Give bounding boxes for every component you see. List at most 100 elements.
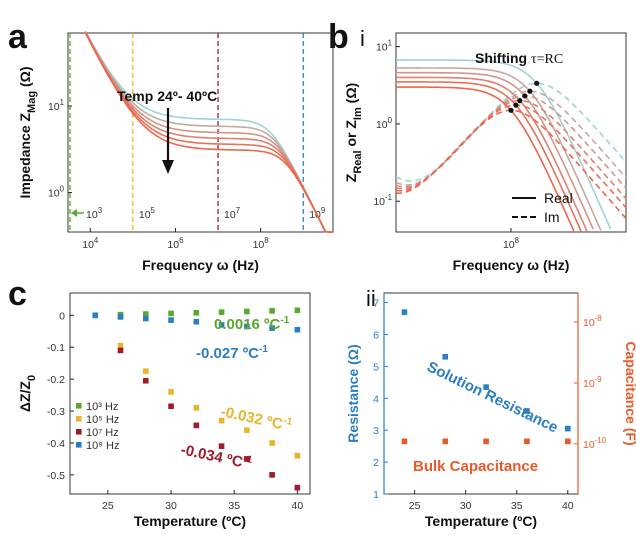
panel-c-data-point [142,315,149,322]
panel-c-y-axis-label: ΔZ/Z0 [17,375,38,412]
panel-b-i-annotation: Shifting τ=RC [475,50,563,67]
panel-c-slope-annotation: -0.034 ºC-1 [179,440,254,473]
panel-c-x-tick-label: 40 [292,500,304,512]
panel-c-axes-box [69,292,311,495]
panel-c-x-axis-label: Temperature (ºC) [134,513,246,529]
panel-a-chart: 104 106 108 100 101 103 105 107 109 Temp 24º- 40º… [17,30,334,273]
panel-c-data-point [269,325,275,331]
panel-a-x-tick-label: 104 [82,236,99,251]
panel-b-i-imag-curve [395,90,627,186]
panel-a-impedance-curve [84,31,333,233]
panel-c-data-point [92,312,99,319]
panel-b-i-crossover-point [527,88,533,94]
panel-b-i-y-axis-label: ZReal or ZIm (Ω) [343,83,364,182]
panel-c-data-point [218,417,225,424]
panel-b-ii-right-tick-label: 10-8 [583,314,602,329]
panel-b-ii-right-tick-label: 10-9 [583,375,602,390]
panel-a-marker-label: 103 [86,206,103,221]
panel-a-marker-label: 105 [139,206,156,221]
panel-c-data-point [218,322,225,328]
panel-b-ii-data-point [442,354,449,360]
panel-b-ii-x-tick-label: 40 [562,500,574,512]
panel-c-y-tick-label: -0.1 [47,342,65,354]
panel-c-data-point [193,422,200,429]
panel-b-i-legend-label: Im [544,209,560,225]
panel-b-i-crossover-point [534,80,540,86]
panel-b-ii-left-tick-label: 3 [373,425,379,437]
panel-c-data-point [117,314,124,320]
panel-a-marker-label: 109 [309,206,325,221]
panel-b-i-legend-label: Real [544,190,573,206]
panel-a-arrow-head [71,209,77,217]
panel-c-data-point [142,311,149,317]
panel-c-legend-label: 10⁵ Hz [86,414,119,426]
panel-b-i-imag-curve [395,82,627,182]
panel-c-data-point [218,443,225,449]
panel-a-y-tick-label: 100 [48,185,65,200]
panel-b-ii-data-point [442,438,449,445]
panel-c-data-point [168,389,174,395]
panel-c-data-point [244,427,250,433]
panel-a-impedance-curve [84,31,333,233]
panel-c-data-point [218,309,225,315]
panel-b-i-imag-curve [395,104,627,209]
panel-c-legend-swatch [76,429,82,435]
panel-a-y-tick-label: 101 [48,98,64,113]
panel-c-x-tick-label: 25 [102,500,114,512]
panel-b-i-real-curve [396,67,602,231]
panel-b-ii-x-axis-label: Temperature (ºC) [425,513,537,529]
panel-c-slope-annotation: 0.0016 ºC-1 [214,315,290,333]
panel-b-i-x-tick-label: 108 [503,236,520,251]
panel-c-y-tick-label: -0.5 [47,470,65,482]
panel-b-ii-data-point [564,425,571,432]
panel-a-x-axis-label: Frequency ω (Hz) [142,257,259,273]
panel-c-legend-label: 10³ Hz [86,401,118,413]
panel-c-data-point [269,472,275,478]
panel-c-data-point [142,377,149,384]
panel-b-i-y-tick-label: 100 [376,116,393,131]
panel-c-legend-label: 10⁹ Hz [86,440,119,452]
panel-b-ii-left-tick-label: 6 [373,329,379,341]
panel-a-marker-label: 107 [224,206,240,221]
panel-c-data-point [168,403,174,410]
panel-c-data-point [193,405,200,411]
panel-b-i-crossover-point [517,98,523,104]
panel-c-data-point [117,342,124,349]
panel-b-ii-data-point [564,438,571,445]
panel-b-i-imag-curve [396,109,627,219]
panel-c-data-point [193,309,200,316]
panel-b-ii-left-tick-label: 4 [373,393,379,405]
panel-c-x-tick-label: 35 [228,500,240,512]
panel-c-legend-swatch [76,403,82,409]
panel-c-legend-label: 10⁷ Hz [86,427,119,439]
panel-label-b-i: i [360,26,365,51]
panel-c-data-point [244,323,250,330]
panel-a-x-tick-label: 106 [167,236,184,251]
panel-b-i-real-curve [396,76,589,233]
panel-b-ii-right-axis-label: Capacitance (F) [623,341,636,445]
panel-a-down-arrow-head [162,160,174,174]
panel-label-c: c [8,275,27,313]
panel-a-annotation: Temp 24º- 40ºC [117,88,217,104]
panel-b-ii-data-point [483,384,489,390]
panel-c-x-tick-label: 30 [165,500,177,512]
panel-b-ii-x-tick-label: 30 [460,500,472,512]
panel-c-data-point [168,317,174,323]
panel-c-data-point [269,440,275,446]
panel-a-impedance-curve [84,32,333,233]
panel-b-ii-x-tick-label: 35 [511,500,523,512]
panel-c-data-point [244,456,250,462]
panel-label-b: b [328,18,349,56]
panel-c-y-tick-label: -0.4 [47,438,65,450]
panel-b-ii-right-tick-label: 10-10 [583,436,607,451]
panel-b-i-real-curve [396,71,594,230]
panel-b-i-y-tick-label: 10-1 [373,193,392,208]
panel-c-data-point [294,452,301,459]
panel-b-ii-x-tick-label: 25 [409,500,421,512]
panel-c-data-point [168,310,174,317]
panel-b-i-real-curve [396,86,575,232]
panel-b-ii-data-point [524,438,530,445]
panel-b-i-crossover-point [513,102,519,108]
panel-c-legend-swatch [76,416,82,422]
